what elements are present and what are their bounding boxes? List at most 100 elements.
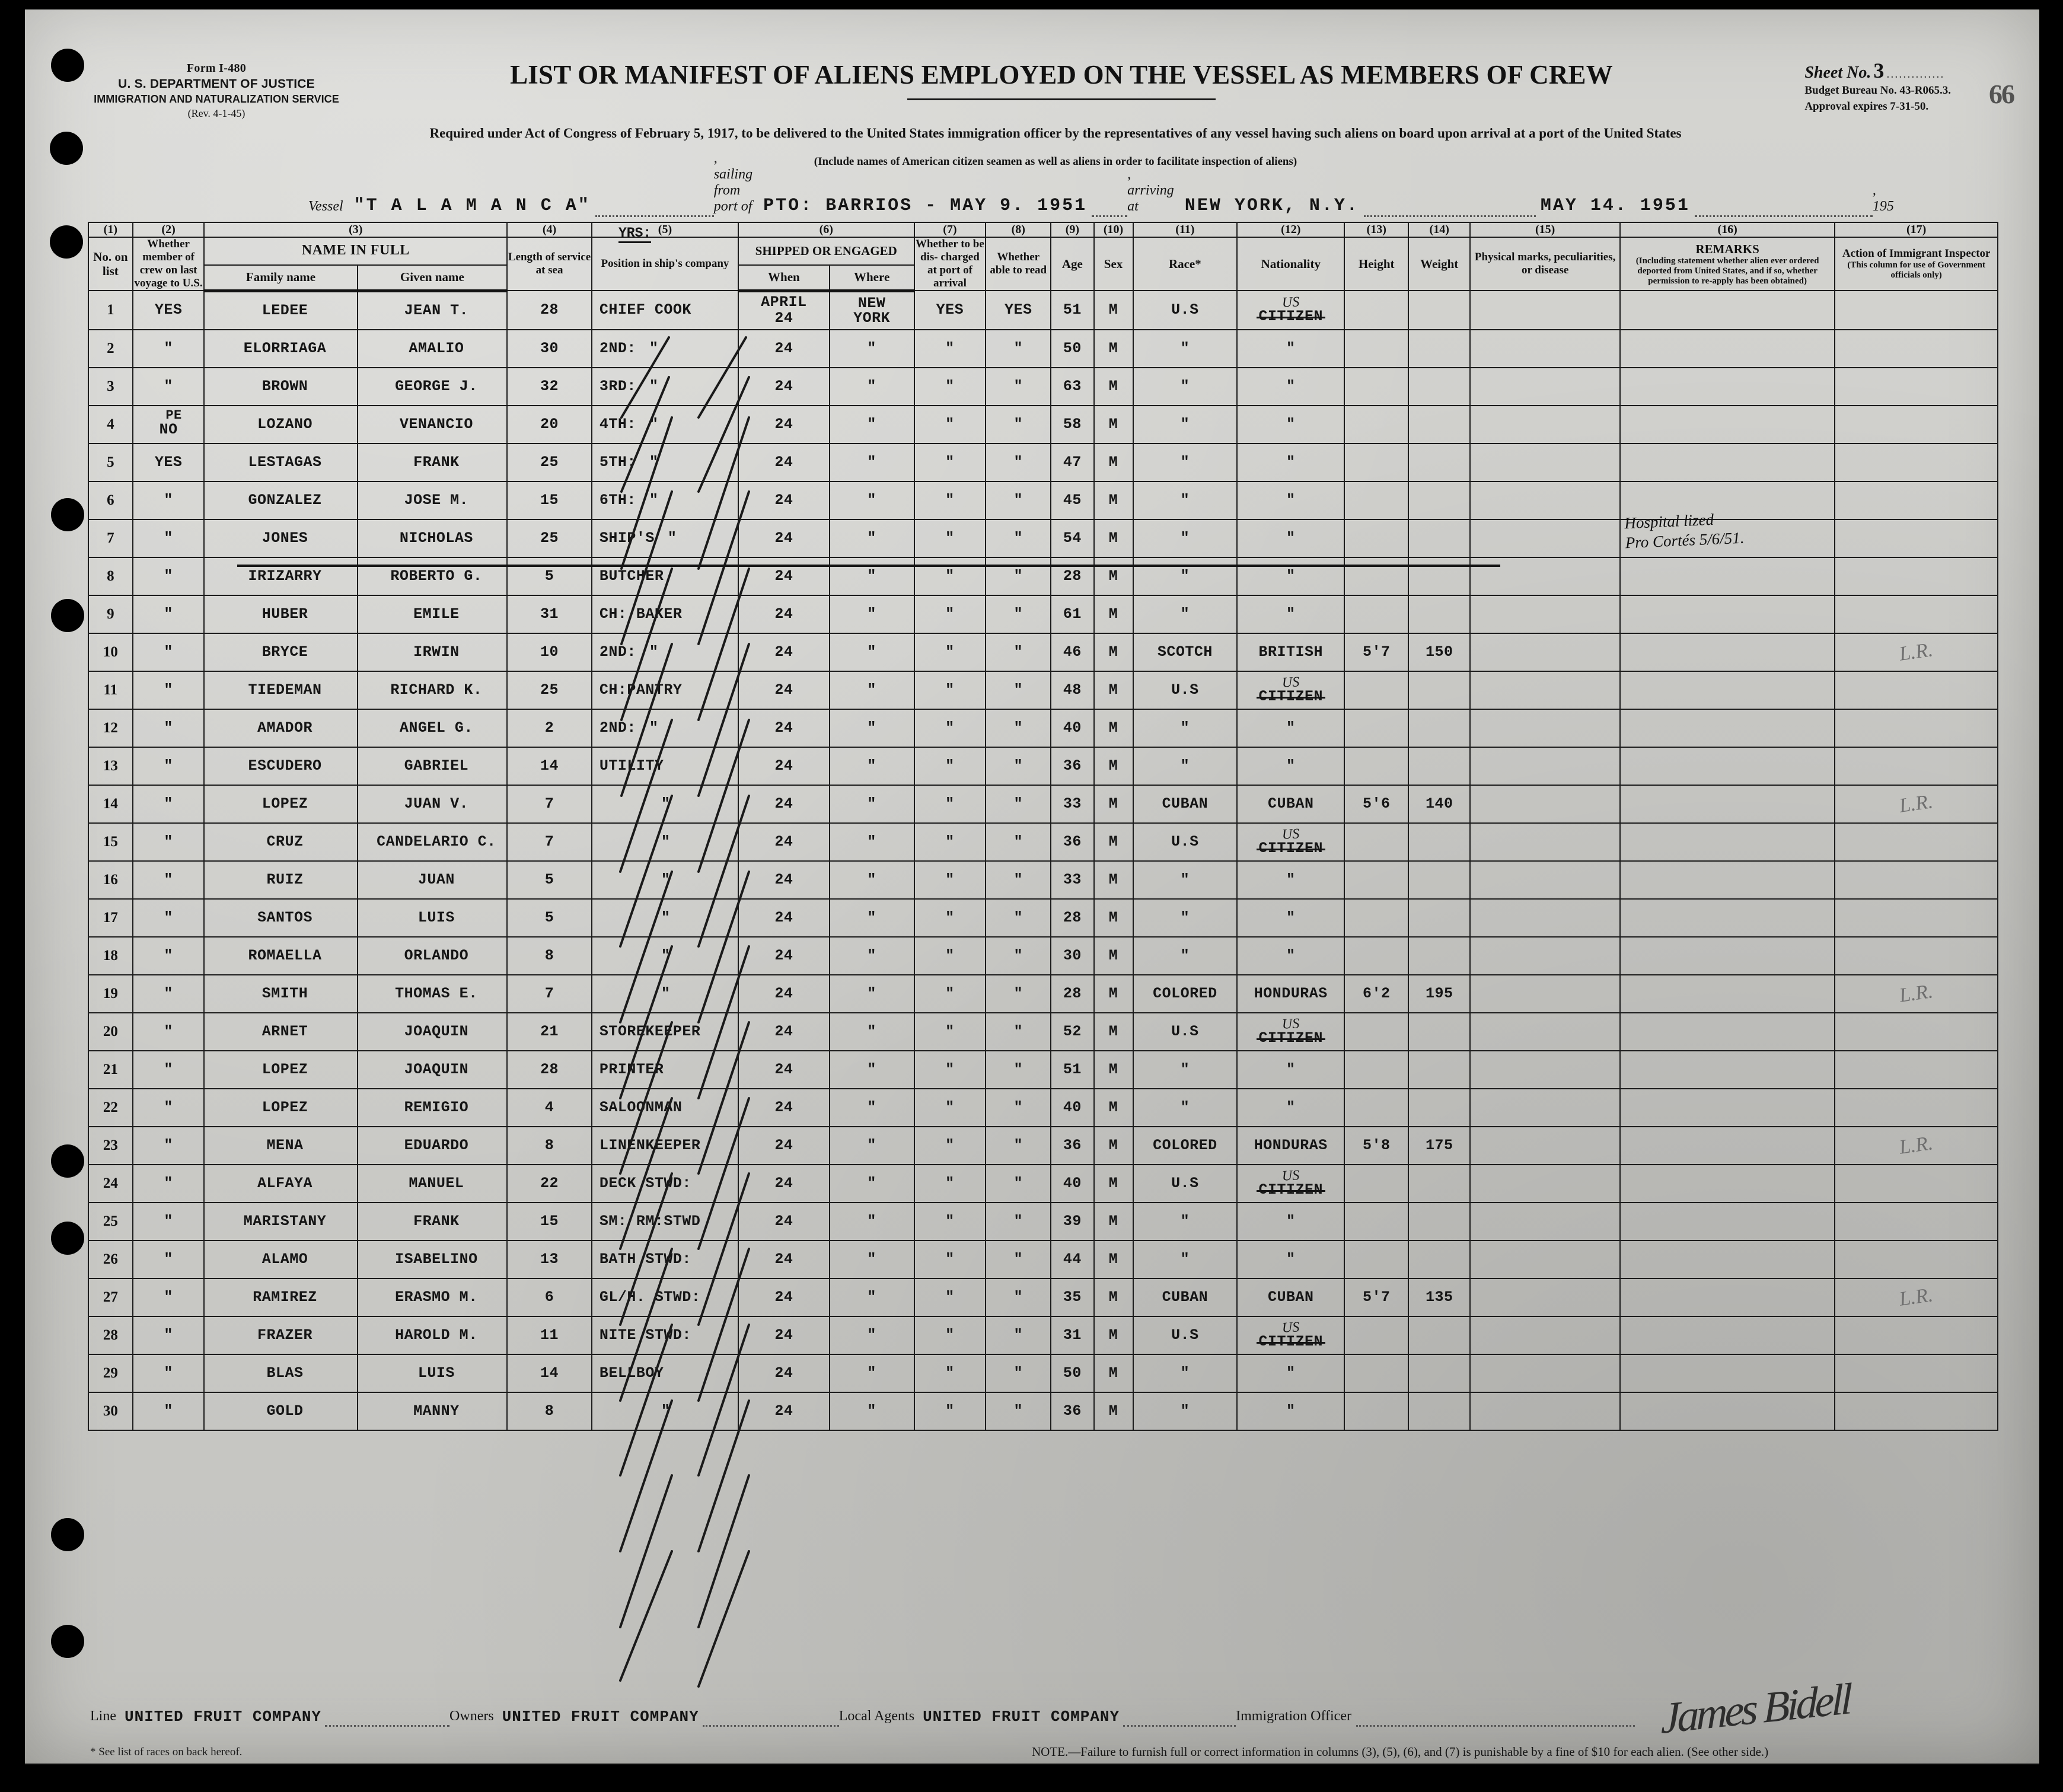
cell-weight xyxy=(1408,1239,1471,1279)
cell-given-name-value: EMILE xyxy=(413,605,460,623)
cell-length-service: 22 xyxy=(506,1163,592,1203)
cell-height xyxy=(1344,1391,1410,1431)
cell-whether-able-read-value: " xyxy=(1013,833,1023,851)
cell-length-service: 15 xyxy=(506,1201,592,1241)
cell-race: U.S xyxy=(1132,290,1238,330)
cell-length-service: 10 xyxy=(506,632,592,672)
cell-age-value: 28 xyxy=(1063,567,1082,585)
cell-no-on-list: 17 xyxy=(88,898,133,938)
cell-position-ditto: " xyxy=(661,947,670,965)
cell-nationality: " xyxy=(1236,898,1345,938)
cell-whether-discharged-value: " xyxy=(945,1099,955,1117)
cell-whether-discharged: " xyxy=(913,480,987,520)
cell-whether-able-read-value: " xyxy=(1013,643,1023,661)
cell-shipped-day: 24 xyxy=(774,1251,793,1268)
cell-whether-member-crew: " xyxy=(132,708,205,748)
cell-sex-value: M xyxy=(1108,454,1118,471)
cell-race: " xyxy=(1132,1201,1238,1241)
cell-given-name-value: JEAN T. xyxy=(404,302,469,320)
cell-length-service: 7 xyxy=(506,822,592,862)
cell-family-name-value: RUIZ xyxy=(266,871,304,889)
cell-given-name: FRANK xyxy=(356,442,508,482)
header-shipped-where: Where xyxy=(828,264,915,292)
cell-whether-discharged: " xyxy=(913,784,987,824)
cell-whether-member-crew: " xyxy=(132,1391,205,1431)
header-position-in-company: Position in ship's company xyxy=(591,236,739,292)
cell-remarks xyxy=(1619,898,1836,938)
manifest-sheet: Form I-480 U. S. DEPARTMENT OF JUSTICE I… xyxy=(24,8,2040,1764)
cell-sex-value: M xyxy=(1108,1251,1118,1268)
cell-length-service: 28 xyxy=(506,1050,592,1089)
cell-whether-member-crew: " xyxy=(132,1315,205,1355)
cell-shipped-where-value: " xyxy=(867,871,876,889)
cell-crew-value: " xyxy=(164,871,173,889)
cell-position: CH:PANTRY xyxy=(591,670,739,710)
cell-position-value: 4TH: xyxy=(599,416,636,433)
cell-shipped-where: NEW YORK xyxy=(828,290,915,330)
cell-shipped-where: " xyxy=(828,1125,915,1165)
cell-nationality-value: " xyxy=(1286,340,1296,358)
cell-remarks xyxy=(1619,404,1836,444)
cell-length-service-value: 2 xyxy=(544,719,554,737)
cell-physical-marks xyxy=(1469,1277,1621,1317)
arrival-date-value: MAY 14. 1951 xyxy=(1540,196,1690,216)
cell-whether-member-crew: " xyxy=(132,860,205,900)
cell-action-inspector xyxy=(1834,442,1998,482)
cell-family-name-value: GOLD xyxy=(266,1402,304,1420)
cell-height xyxy=(1344,1163,1410,1203)
cell-shipped-day: 24 xyxy=(774,1402,793,1420)
cell-whether-discharged: " xyxy=(913,974,987,1013)
cell-no-on-list: 9 xyxy=(88,594,133,634)
cell-whether-able-read-value: " xyxy=(1013,1023,1023,1041)
cell-nationality-value: CUBAN xyxy=(1268,795,1314,813)
cell-family-name: TIEDEMAN xyxy=(203,670,358,710)
cell-shipped-day: 24 xyxy=(774,378,793,396)
cell-family-name: FRAZER xyxy=(203,1315,358,1355)
cell-action-inspector xyxy=(1834,708,1998,748)
cell-crew-value: YES xyxy=(154,454,183,471)
cell-sex-value: M xyxy=(1108,681,1118,699)
cell-whether-able-read: " xyxy=(985,1239,1052,1279)
cell-family-name: MENA xyxy=(203,1125,358,1165)
table-row: 14 " LOPEZ JUAN V. 7 " 24 " " " 33 M CUBAN CUBAN 5'6 14… xyxy=(88,784,1998,824)
cell-age-value: 54 xyxy=(1063,530,1082,547)
cell-nationality-value: " xyxy=(1286,1213,1296,1230)
cell-age: 28 xyxy=(1050,898,1095,938)
cell-physical-marks xyxy=(1469,746,1621,786)
cell-race-value: " xyxy=(1180,1099,1190,1117)
cell-given-name-value: CANDELARIO C. xyxy=(377,833,496,851)
cell-physical-marks xyxy=(1469,1163,1621,1203)
cell-shipped-day: 24 xyxy=(774,947,793,965)
cell-sex: M xyxy=(1093,1125,1134,1165)
cell-whether-able-read: YES xyxy=(985,290,1052,330)
cell-age: 30 xyxy=(1050,936,1095,975)
cell-whether-discharged-value: " xyxy=(945,871,955,889)
cell-family-name: RUIZ xyxy=(203,860,358,900)
cell-position: 2ND: " xyxy=(591,708,739,748)
cell-whether-discharged-value: " xyxy=(945,454,955,471)
cell-age-value: 48 xyxy=(1063,681,1082,699)
cell-age: 47 xyxy=(1050,442,1095,482)
cell-no-on-list-value: 25 xyxy=(103,1213,118,1229)
cell-shipped-where-value: " xyxy=(867,492,876,509)
cell-remarks xyxy=(1619,1088,1836,1127)
cell-no-on-list: 19 xyxy=(88,974,133,1013)
cell-crew-value: " xyxy=(164,530,173,547)
cell-race-value: " xyxy=(1180,492,1190,509)
cell-action-inspector xyxy=(1834,290,1998,330)
cell-age-value: 46 xyxy=(1063,643,1082,661)
cell-no-on-list-value: 26 xyxy=(103,1251,118,1267)
header-remarks: REMARKS (Including statement whether ali… xyxy=(1619,236,1836,292)
cell-length-service: 11 xyxy=(506,1315,592,1355)
cell-shipped-where-value: " xyxy=(867,1099,876,1117)
sailing-dots xyxy=(1092,197,1128,217)
table-row: 1 YES LEDEE JEAN T. 28 CHIEF COOK APRIL 24 NEW YO… xyxy=(88,290,1998,330)
cell-height: 5'7 xyxy=(1344,632,1410,672)
cell-whether-able-read: " xyxy=(985,366,1052,406)
colnum-6: (6) xyxy=(738,222,915,238)
cell-shipped-where: " xyxy=(828,670,915,710)
cell-length-service-value: 31 xyxy=(540,605,559,623)
header-age: Age xyxy=(1050,236,1095,292)
cell-action-inspector xyxy=(1834,1315,1998,1355)
header-no-on-list: No. on list xyxy=(88,236,133,292)
